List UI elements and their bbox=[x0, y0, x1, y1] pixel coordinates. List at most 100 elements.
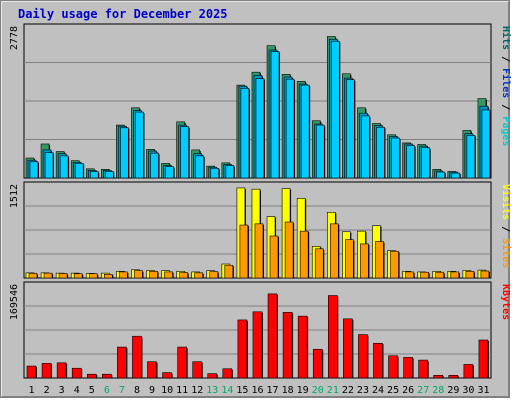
legend-separator: / bbox=[500, 50, 511, 68]
bar-sites-4 bbox=[73, 273, 83, 279]
bar-pages-15 bbox=[240, 88, 250, 179]
bar-pages-14 bbox=[225, 165, 235, 179]
bar-sites-28 bbox=[435, 271, 445, 279]
bar-sites-7 bbox=[119, 271, 128, 279]
bar-kbytes-7 bbox=[117, 346, 127, 379]
bar-pages-28 bbox=[436, 171, 446, 179]
bar-pages-25 bbox=[391, 137, 400, 179]
bar-kbytes-27 bbox=[418, 359, 428, 379]
bar-sites-31 bbox=[480, 270, 490, 279]
bar-sites-17 bbox=[269, 235, 279, 279]
x-tick-label-31: 31 bbox=[477, 385, 489, 396]
bar-pages-29 bbox=[451, 172, 461, 179]
legend-separator: / bbox=[500, 98, 511, 116]
ymax-label-kbytes: 169546 bbox=[9, 284, 20, 320]
bar-pages-2 bbox=[44, 152, 54, 179]
x-tick-label-29: 29 bbox=[447, 385, 459, 396]
bar-pages-4 bbox=[74, 163, 84, 179]
x-tick-label-5: 5 bbox=[89, 385, 95, 396]
bar-sites-6 bbox=[104, 274, 113, 279]
bar-kbytes-14 bbox=[222, 368, 233, 379]
bar-kbytes-6 bbox=[102, 373, 112, 379]
bar-sites-16 bbox=[254, 223, 264, 279]
bar-sites-21 bbox=[329, 223, 339, 279]
x-tick-label-7: 7 bbox=[119, 385, 125, 396]
bar-pages-7 bbox=[120, 127, 129, 179]
ymax-label-visits-sites: 1512 bbox=[9, 184, 20, 208]
axis-legend-visits-sites: Visits / Sites bbox=[500, 184, 512, 268]
bar-kbytes-22 bbox=[343, 318, 353, 379]
x-tick-label-9: 9 bbox=[149, 385, 155, 396]
bar-pages-8 bbox=[135, 111, 144, 179]
bar-sites-14 bbox=[224, 264, 234, 279]
bar-kbytes-30 bbox=[463, 364, 474, 379]
bar-kbytes-8 bbox=[132, 335, 142, 379]
bar-kbytes-19 bbox=[297, 315, 308, 379]
bar-pages-17 bbox=[270, 51, 280, 179]
bar-sites-1 bbox=[28, 273, 38, 279]
bar-kbytes-9 bbox=[147, 361, 157, 379]
bar-sites-24 bbox=[375, 241, 384, 279]
x-tick-label-17: 17 bbox=[267, 385, 279, 396]
bar-pages-24 bbox=[376, 126, 385, 179]
bar-sites-22 bbox=[345, 239, 354, 279]
bar-kbytes-17 bbox=[267, 293, 278, 379]
bar-kbytes-21 bbox=[327, 295, 338, 379]
bar-pages-11 bbox=[180, 126, 189, 179]
bar-pages-21 bbox=[330, 41, 340, 179]
x-tick-label-2: 2 bbox=[44, 385, 50, 396]
x-tick-label-18: 18 bbox=[282, 385, 294, 396]
bar-sites-30 bbox=[465, 271, 475, 279]
bar-kbytes-20 bbox=[312, 348, 323, 379]
bar-kbytes-10 bbox=[162, 372, 172, 379]
x-tick-label-11: 11 bbox=[176, 385, 188, 396]
bar-pages-12 bbox=[195, 155, 205, 179]
bar-kbytes-5 bbox=[86, 373, 97, 379]
bar-kbytes-15 bbox=[237, 319, 248, 379]
bar-kbytes-18 bbox=[282, 312, 293, 379]
x-tick-label-30: 30 bbox=[462, 385, 474, 396]
x-tick-label-20: 20 bbox=[312, 385, 324, 396]
bar-kbytes-25 bbox=[388, 355, 398, 379]
bar-kbytes-16 bbox=[252, 311, 263, 379]
bar-pages-30 bbox=[466, 135, 476, 179]
bar-kbytes-11 bbox=[177, 346, 187, 379]
legend-hits: Hits bbox=[500, 26, 512, 50]
chart-title: Daily usage for December 2025 bbox=[18, 7, 228, 21]
x-tick-label-4: 4 bbox=[74, 385, 80, 396]
bar-pages-27 bbox=[421, 147, 430, 179]
x-tick-label-12: 12 bbox=[191, 385, 203, 396]
bar-sites-8 bbox=[134, 270, 143, 279]
axis-legend-kbytes: KBytes bbox=[500, 284, 511, 320]
bar-sites-13 bbox=[209, 271, 219, 279]
legend-separator: / bbox=[500, 220, 511, 238]
x-tick-label-3: 3 bbox=[59, 385, 65, 396]
x-tick-label-1: 1 bbox=[29, 385, 35, 396]
x-tick-label-10: 10 bbox=[161, 385, 173, 396]
x-tick-label-6: 6 bbox=[104, 385, 110, 396]
bar-kbytes-31 bbox=[478, 339, 489, 379]
x-tick-label-22: 22 bbox=[342, 385, 354, 396]
bar-sites-2 bbox=[43, 272, 53, 279]
bar-kbytes-29 bbox=[448, 374, 459, 379]
bar-kbytes-13 bbox=[207, 373, 218, 379]
bar-sites-26 bbox=[405, 271, 414, 279]
bar-pages-6 bbox=[105, 171, 114, 179]
bar-sites-29 bbox=[450, 271, 460, 279]
bar-pages-3 bbox=[59, 155, 69, 179]
bar-pages-26 bbox=[406, 145, 415, 179]
bar-kbytes-3 bbox=[56, 362, 67, 379]
legend-pages: Pages bbox=[500, 116, 511, 146]
x-tick-label-13: 13 bbox=[206, 385, 218, 396]
bar-sites-3 bbox=[58, 273, 68, 279]
bar-sites-12 bbox=[194, 272, 204, 279]
bar-pages-23 bbox=[361, 115, 370, 179]
bar-kbytes-24 bbox=[373, 342, 383, 379]
x-tick-label-28: 28 bbox=[432, 385, 444, 396]
x-tick-label-16: 16 bbox=[251, 385, 263, 396]
ymax-label-hits-files-pages: 2778 bbox=[9, 26, 20, 50]
bar-pages-1 bbox=[29, 161, 39, 179]
bar-sites-18 bbox=[284, 221, 294, 279]
